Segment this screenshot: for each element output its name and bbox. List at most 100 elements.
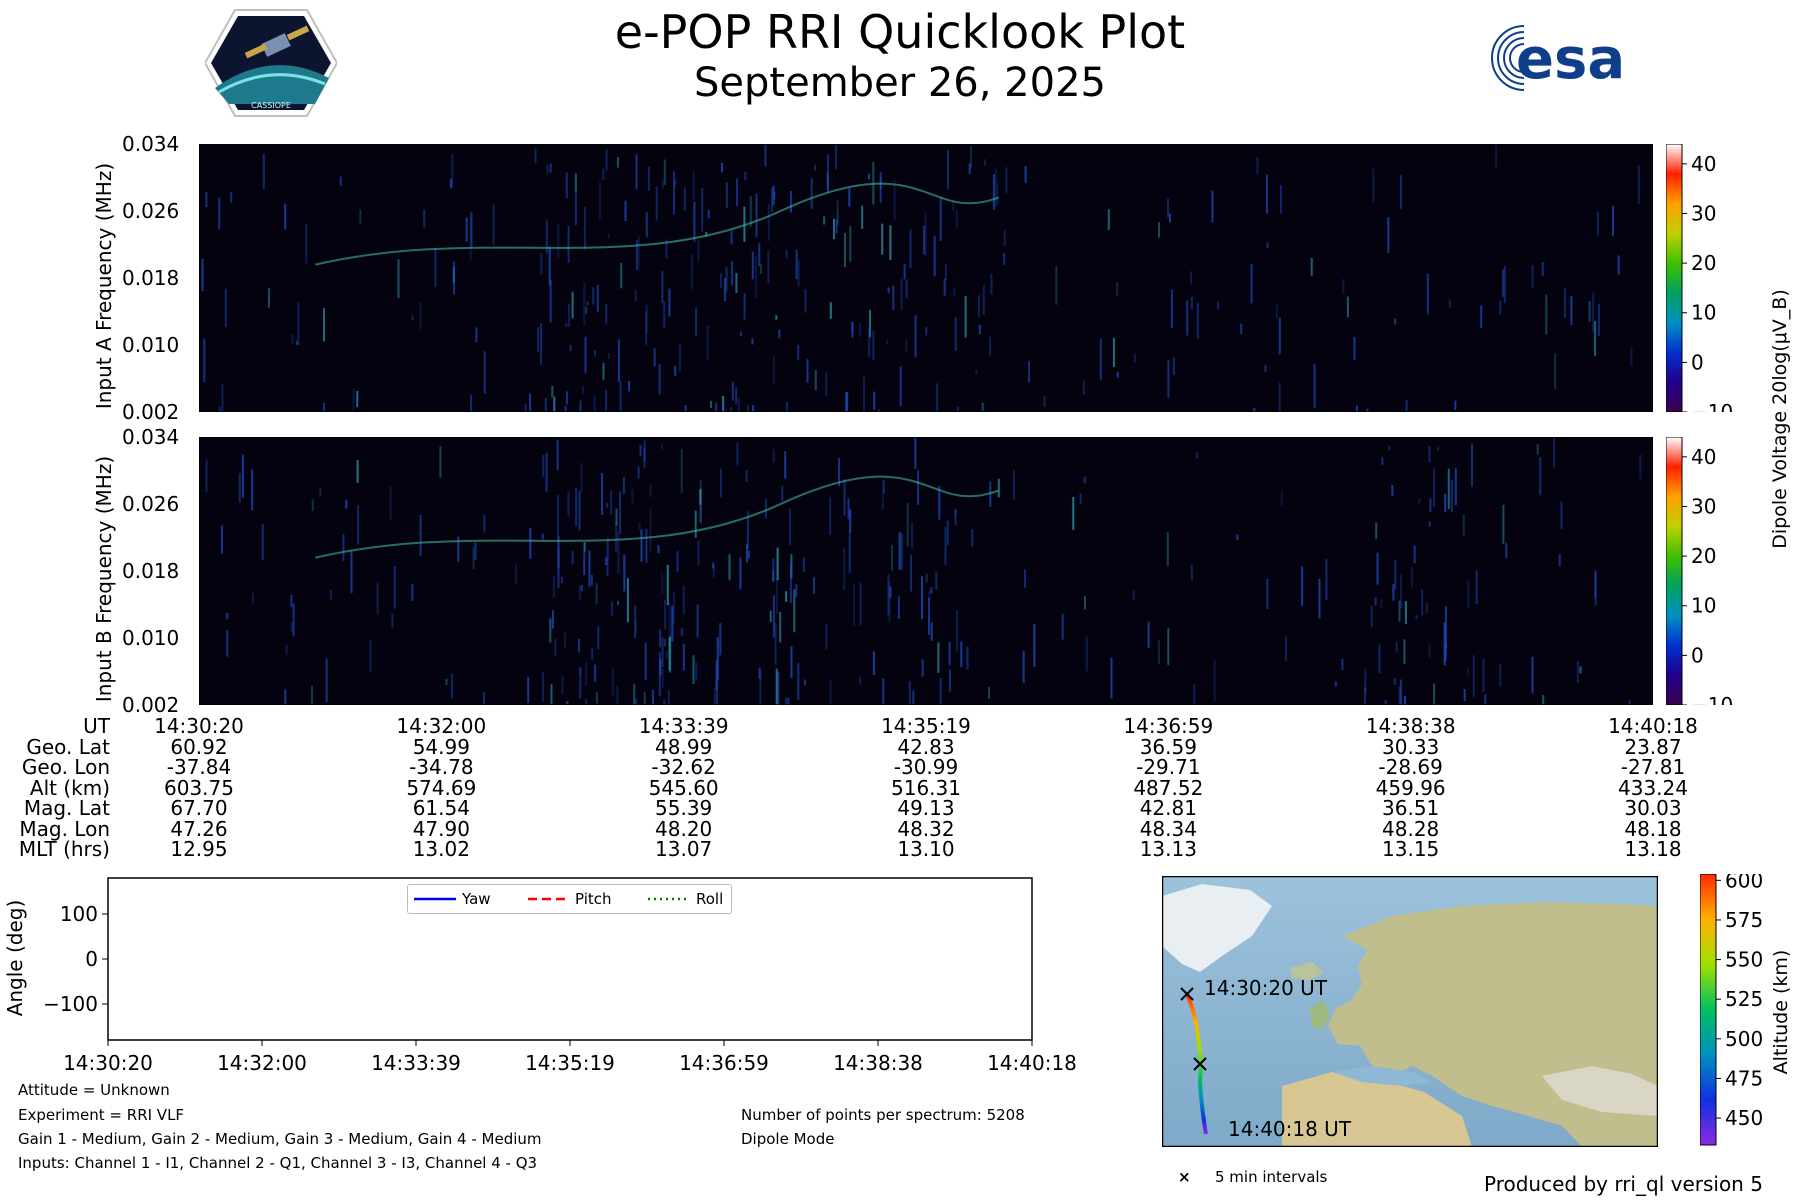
ephemeris-cell: 67.70: [170, 796, 228, 820]
ephemeris-cell: -27.81: [1620, 755, 1686, 779]
colorbar-tick-label: 30: [1691, 494, 1716, 518]
y-tick-label: 0.034: [122, 132, 180, 156]
ephemeris-row-label: Mag. Lon: [19, 816, 110, 841]
map-end-label: 14:40:18 UT: [1228, 1117, 1352, 1141]
ephemeris-cell: -34.78: [409, 755, 474, 779]
info-points: Number of points per spectrum: 5208: [741, 1106, 1025, 1124]
plot-date: September 26, 2025: [694, 60, 1106, 106]
spectrogram-emission: [205, 437, 1642, 705]
ephemeris-cell: 13.13: [1139, 837, 1197, 861]
y-tick-label: 0.034: [122, 425, 180, 449]
interval-marker-icon: ×: [1178, 1168, 1191, 1186]
y-tick-label: 0.026: [122, 199, 180, 223]
colorbar-gradient: [1666, 437, 1683, 705]
colorbar-gradient: [1700, 874, 1717, 1146]
ephemeris-cell: 42.81: [1139, 796, 1197, 820]
ephemeris-cell: -29.71: [1136, 755, 1201, 779]
x-tick-label: 14:32:00: [217, 1051, 307, 1074]
produced-by: Produced by rri_ql version 5: [1484, 1172, 1763, 1196]
page-title: e-POP RRI Quicklook Plot: [614, 5, 1186, 59]
ephemeris-time-value: 14:35:19: [881, 714, 971, 738]
ephemeris-cell: 30.33: [1382, 734, 1440, 759]
ephemeris-table: UT Geo. Lat Geo. Lon Alt (km) Mag. Lat Mag. L…: [0, 714, 1800, 864]
ephemeris-cell: 574.69: [406, 775, 477, 800]
info-experiment: Experiment = RRI VLF: [18, 1106, 185, 1124]
x-tick-label: 14:35:19: [525, 1051, 615, 1074]
ephemeris-time-value: 14:30:20: [154, 714, 244, 738]
y-tick-label: 0: [85, 947, 98, 971]
ephemeris-cell: 48.28: [1382, 816, 1440, 841]
attitude-legend: Yaw Pitch Roll: [407, 884, 732, 914]
colorbar-tick-label: 525: [1725, 987, 1763, 1011]
orbit-map: [1162, 876, 1658, 1147]
ephemeris-time-value: 14:38:38: [1365, 714, 1456, 738]
legend-yaw-label: Yaw: [462, 890, 491, 908]
colorbar-tick-label: 40: [1691, 152, 1716, 176]
map-frame: [1162, 876, 1658, 1147]
colorbar-tick-label: 20: [1691, 544, 1716, 568]
ephemeris-time-value: 14:33:39: [638, 714, 729, 738]
colorbar-label: Dipole Voltage 20log(μV_B): [1769, 289, 1791, 549]
ephemeris-cell: 55.39: [655, 796, 713, 820]
altitude-colorbar-label: Altitude (km): [1770, 949, 1792, 1075]
map-british-isles: [1310, 1000, 1330, 1030]
ephemeris-time-value: 14:32:00: [396, 714, 487, 738]
interval-legend: 5 min intervals: [1215, 1168, 1328, 1186]
spectrogram-b-ylabel: Input B Frequency (MHz): [92, 455, 116, 703]
colorbar-tick-label: 600: [1725, 874, 1763, 892]
info-gains: Gain 1 - Medium, Gain 2 - Medium, Gain 3…: [18, 1130, 542, 1148]
colorbar-tick-label: 20: [1691, 251, 1716, 275]
colorbar-tick-label: 40: [1691, 445, 1716, 469]
attitude-ylabel: Angle (deg): [3, 899, 27, 1017]
ephemeris-cell: 603.75: [164, 775, 234, 800]
legend-pitch-label: Pitch: [575, 890, 612, 908]
x-tick-label: 14:40:18: [987, 1051, 1077, 1074]
colorbar-tick-label: 10: [1691, 301, 1716, 325]
colorbar-tick-label: 450: [1725, 1106, 1763, 1130]
colorbar-tick-label: −10: [1691, 693, 1733, 705]
ephemeris-cell: 60.92: [170, 734, 228, 759]
info-mode: Dipole Mode: [741, 1130, 835, 1148]
ephemeris-cell: 49.13: [897, 796, 955, 820]
map-mediterranean: [1332, 1066, 1432, 1086]
y-tick-label: 0.010: [122, 333, 180, 357]
ephemeris-cell: 61.54: [412, 796, 470, 820]
cassiope-logo-text: CASSIOPE: [251, 101, 291, 110]
ephemeris-cell: 459.96: [1375, 775, 1446, 800]
colorbar-tick-label: 575: [1725, 908, 1763, 932]
ephemeris-cell: 12.95: [170, 837, 228, 861]
y-tick-label: 100: [60, 902, 98, 926]
map-iceland: [1290, 962, 1324, 980]
ephemeris-cell: 42.83: [897, 734, 955, 759]
spectrogram-background: [199, 437, 1653, 705]
x-tick-label: 14:36:59: [679, 1051, 769, 1074]
colorbar-tick-label: 550: [1725, 948, 1763, 972]
ephemeris-cell: 13.02: [412, 837, 470, 861]
y-tick-label: 0.002: [122, 400, 180, 424]
ephemeris-cell: 13.18: [1624, 837, 1682, 861]
map-greenland: [1162, 884, 1272, 972]
y-tick-label: 0.026: [122, 492, 180, 516]
ephemeris-cell: 48.32: [897, 816, 955, 841]
ephemeris-cell: 47.26: [170, 816, 228, 841]
ephemeris-cell: 545.60: [648, 775, 719, 800]
spectrogram-emission: [201, 144, 1653, 412]
ephemeris-cell: 36.51: [1382, 796, 1440, 820]
colorbar-tick-label: 475: [1725, 1066, 1763, 1090]
esa-logo-text: esa: [1516, 27, 1625, 92]
ephemeris-cell: 516.31: [891, 775, 961, 800]
ephemeris-time-value: 14:40:18: [1608, 714, 1698, 738]
ephemeris-cell: 36.59: [1139, 734, 1197, 759]
colorbar-tick-label: 500: [1725, 1027, 1763, 1051]
map-start-label: 14:30:20 UT: [1204, 976, 1328, 1000]
ephemeris-time-value: 14:36:59: [1123, 714, 1214, 738]
ephemeris-cell: 48.18: [1624, 816, 1682, 841]
ephemeris-row-label: UT: [83, 714, 110, 738]
ephemeris-cell: -30.99: [893, 755, 959, 779]
colorbar-gradient: [1666, 144, 1683, 412]
ephemeris-cell: -37.84: [166, 755, 232, 779]
y-tick-label: 0.018: [122, 266, 180, 290]
ephemeris-cell: -32.62: [651, 755, 716, 779]
y-tick-label: 0.002: [122, 693, 180, 717]
colorbar-tick-label: 0: [1691, 350, 1704, 374]
